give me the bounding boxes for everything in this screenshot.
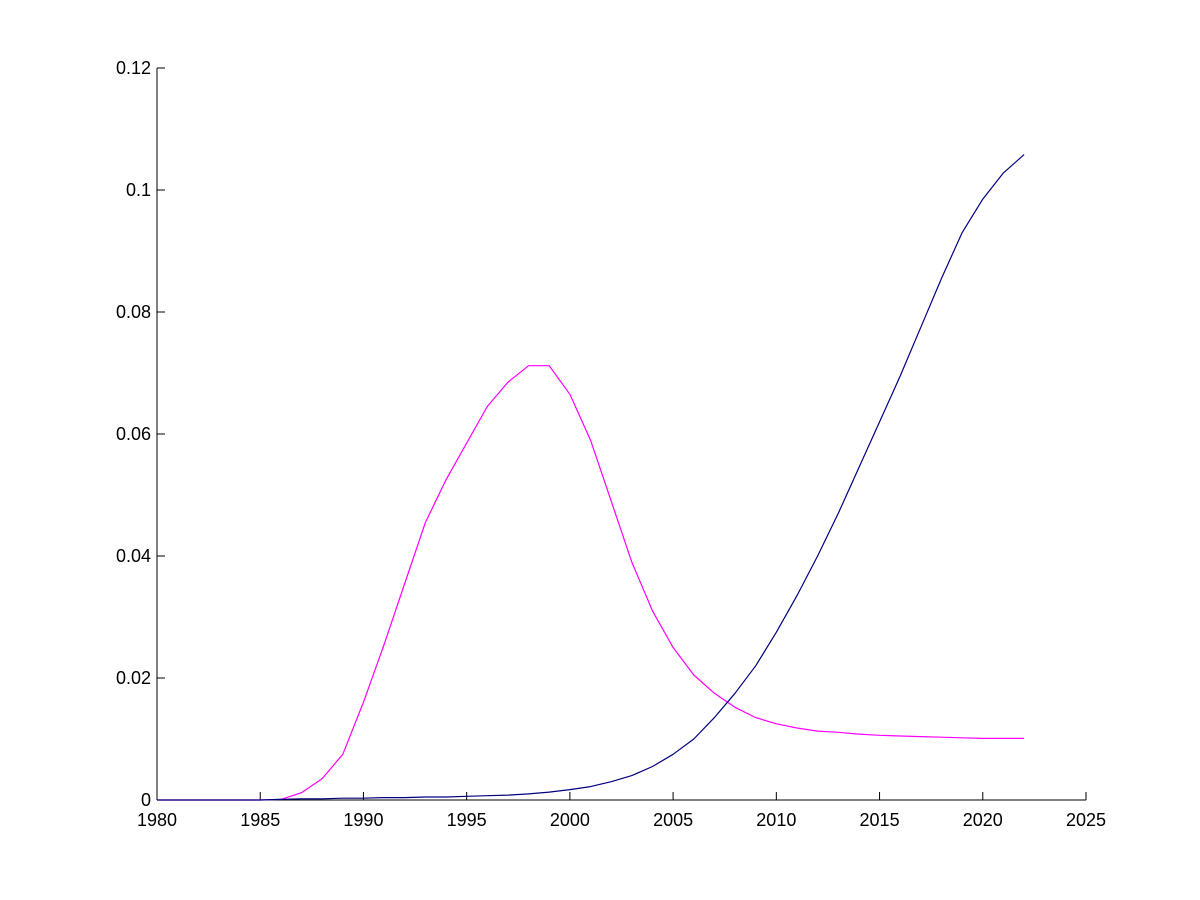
x-tick-label: 2015 bbox=[860, 810, 900, 830]
axes bbox=[156, 68, 1086, 801]
series-line-1 bbox=[157, 365, 1025, 801]
x-ticks: 1980 1985 1990 1995 2000 2005 2010 2015 2020 2025 bbox=[137, 792, 1106, 830]
y-tick-label: 0.1 bbox=[126, 180, 151, 200]
y-ticks: 0 0.02 0.04 0.06 0.08 0.1 0.12 bbox=[116, 58, 165, 810]
x-tick-label: 2010 bbox=[756, 810, 796, 830]
y-tick-label: 0.04 bbox=[116, 546, 151, 566]
y-tick-label: 0.12 bbox=[116, 58, 151, 78]
series-group bbox=[157, 154, 1025, 801]
x-tick-label: 2005 bbox=[653, 810, 693, 830]
y-tick-label: 0 bbox=[141, 790, 151, 810]
y-tick-label: 0.08 bbox=[116, 302, 151, 322]
y-tick-label: 0.06 bbox=[116, 424, 151, 444]
x-tick-label: 2020 bbox=[963, 810, 1003, 830]
x-tick-label: 1995 bbox=[447, 810, 487, 830]
x-tick-label: 2025 bbox=[1066, 810, 1106, 830]
x-tick-label: 1985 bbox=[240, 810, 280, 830]
y-tick-label: 0.02 bbox=[116, 668, 151, 688]
series-line-2 bbox=[157, 154, 1025, 801]
x-tick-label: 2000 bbox=[550, 810, 590, 830]
x-tick-label: 1980 bbox=[137, 810, 177, 830]
x-tick-label: 1990 bbox=[343, 810, 383, 830]
